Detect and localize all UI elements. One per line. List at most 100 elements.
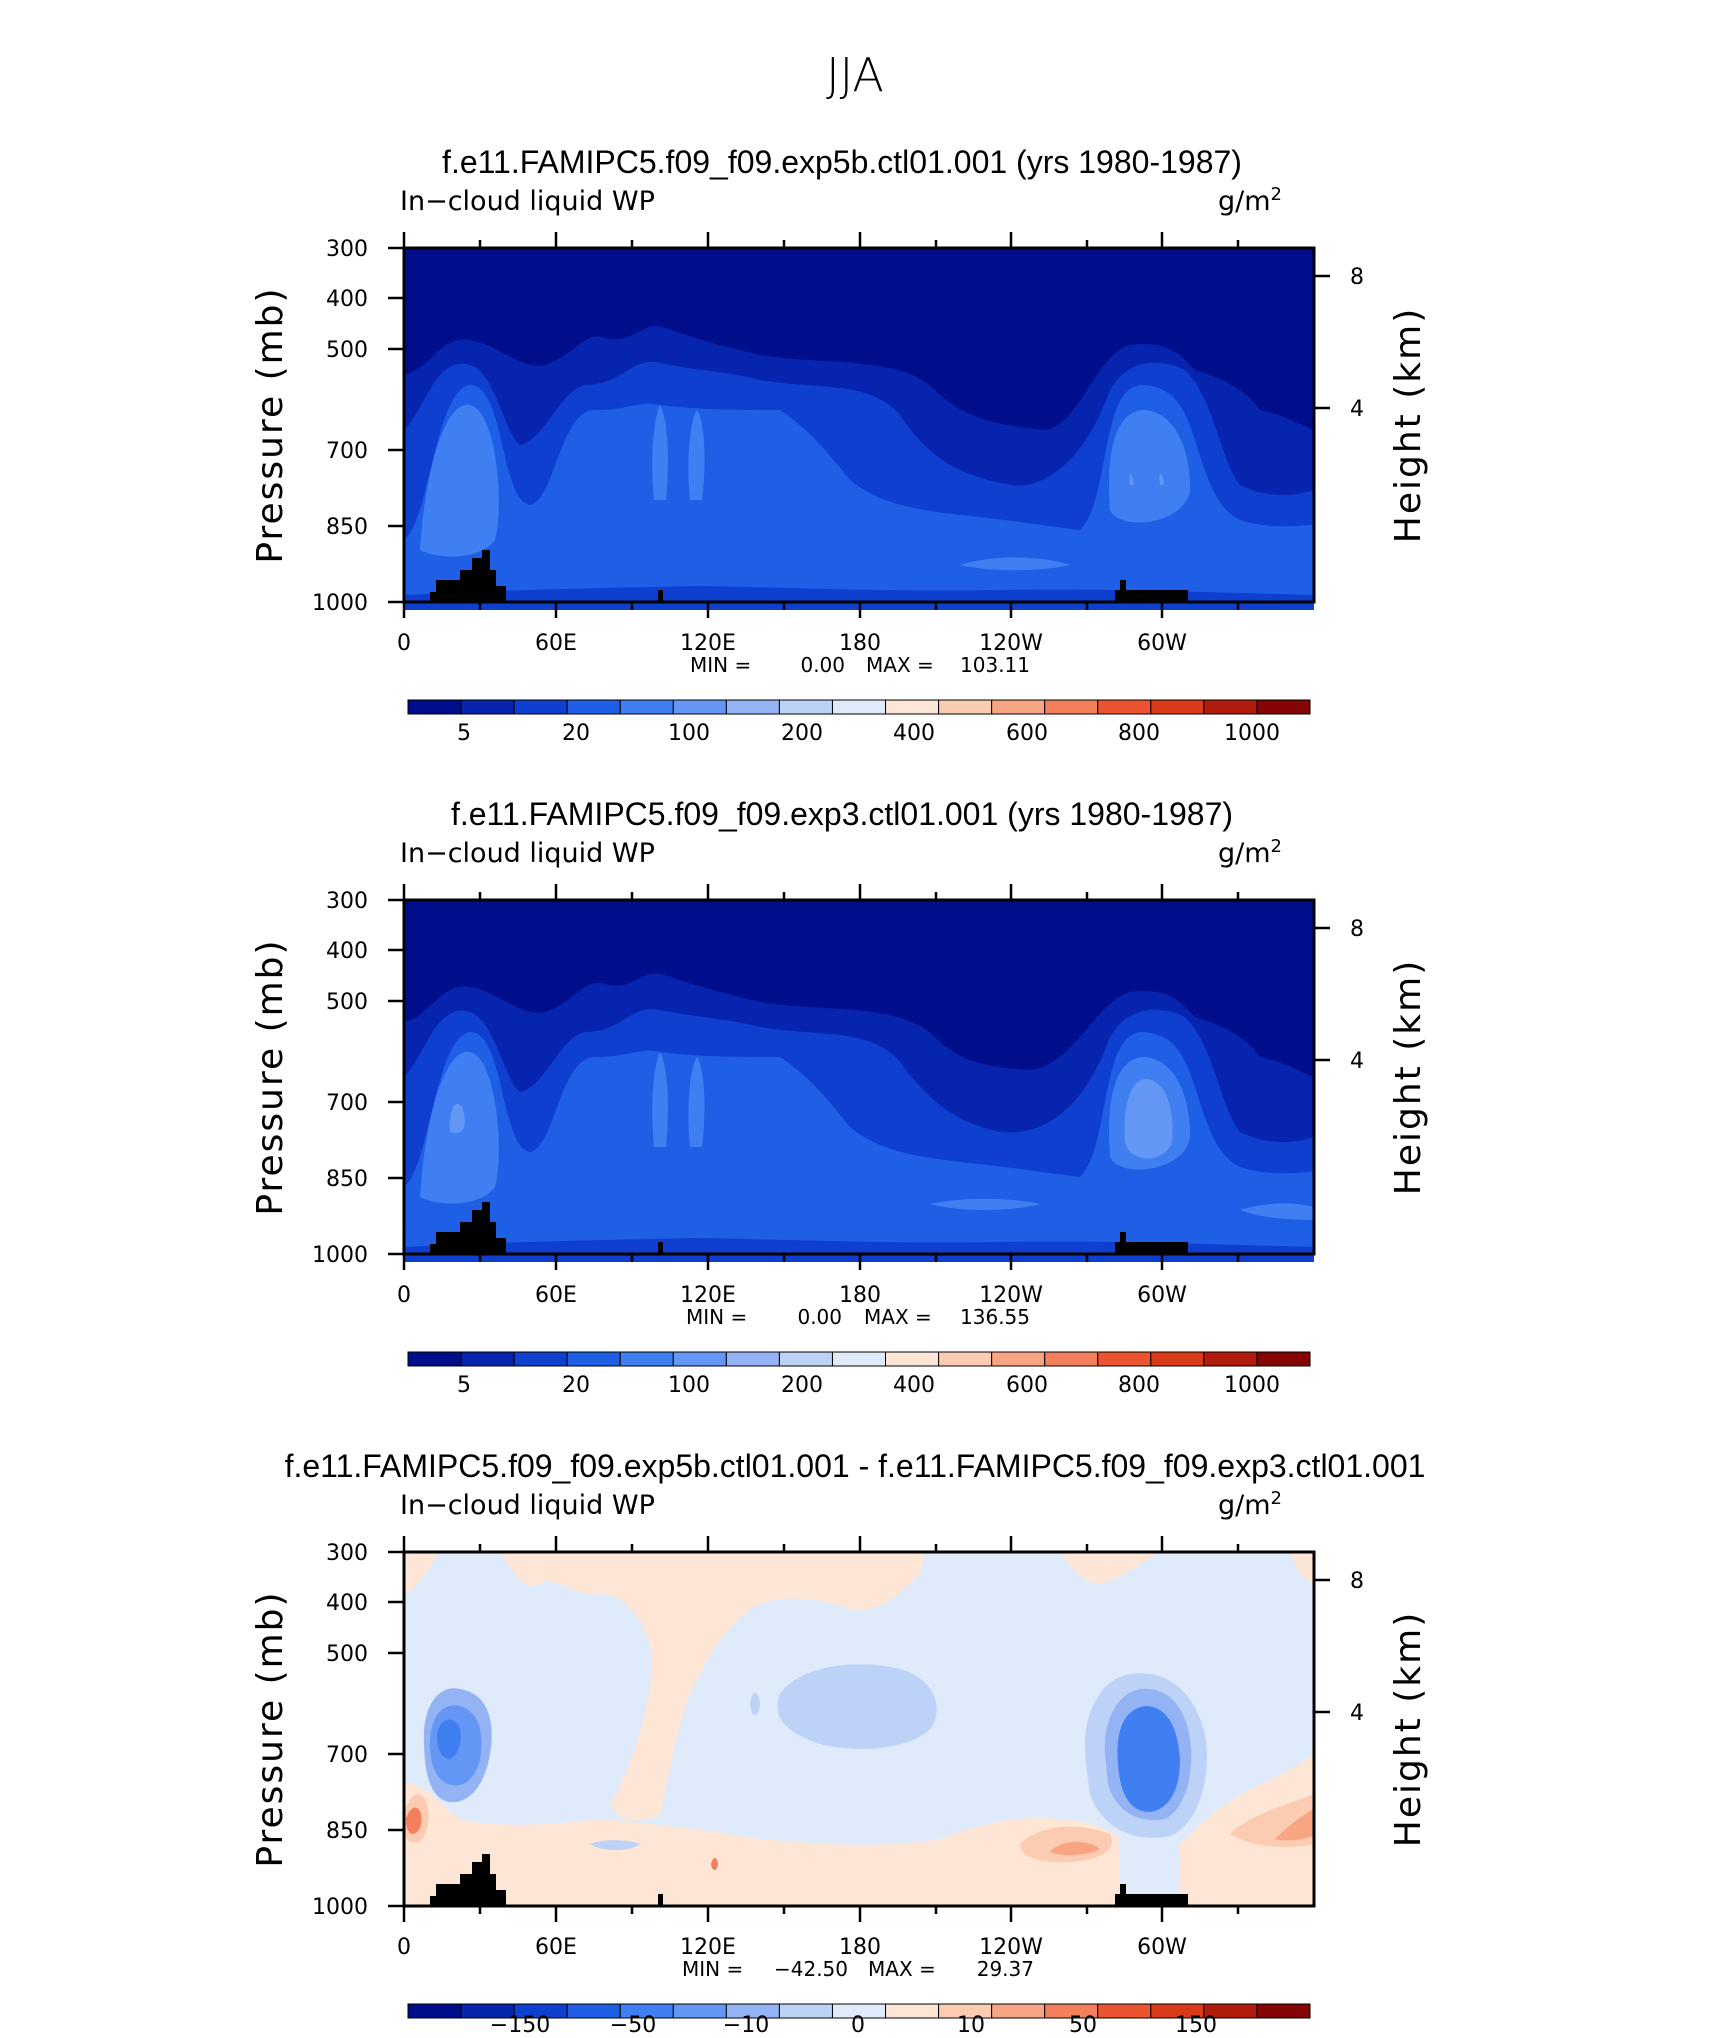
colorbar-swatch	[407, 1351, 462, 1367]
y-right-axis-title: Height (km)	[1388, 959, 1429, 1195]
colorbar-swatch	[938, 1351, 993, 1367]
colorbar-labels: 5 20 100 200 400 600 800 1000	[457, 1373, 1280, 1398]
colorbar-swatch	[1150, 699, 1205, 715]
panel-1: f.e11.FAMIPC5.f09_f09.exp5b.ctl01.001 (y…	[0, 140, 1710, 760]
y-tick-labels: 300 400 500 700 850 1000	[312, 889, 368, 1268]
colorbar	[407, 699, 1311, 715]
x-ticks-bottom	[402, 1254, 1240, 1270]
y-tick-label: 1000	[312, 1243, 368, 1268]
colorbar-label: 100	[668, 721, 710, 746]
colorbar-swatch	[1256, 1351, 1311, 1367]
svg-text:g/m2: g/m2	[1218, 184, 1282, 217]
colorbar-swatch	[1097, 1351, 1152, 1367]
variable-label: In−cloud liquid WP	[400, 186, 655, 217]
colorbar-swatch	[1203, 699, 1258, 715]
min-value: 0.00	[800, 653, 845, 677]
y-tick-label: 700	[326, 439, 368, 464]
colorbar-swatch	[778, 1351, 833, 1367]
x-tick-label: 0	[397, 631, 411, 656]
colorbar-swatch	[513, 1351, 568, 1367]
max-label: MAX =	[868, 1957, 936, 1981]
stats-line: MIN = −42.50 MAX = 29.37	[682, 1957, 1034, 1981]
y-right-tick-label: 4	[1350, 1701, 1364, 1726]
colorbar-swatch	[460, 699, 515, 715]
colorbar-swatch	[938, 699, 993, 715]
colorbar-label: 50	[1069, 2013, 1097, 2038]
y-right-tick-labels: 8 4	[1350, 265, 1364, 422]
colorbar-label: 400	[893, 1373, 935, 1398]
y-tick-label: 500	[326, 1642, 368, 1667]
colorbar-swatch	[1097, 2003, 1152, 2019]
contour-fill	[404, 326, 1314, 610]
colorbar-label: 0	[851, 2013, 865, 2038]
x-tick-label: 120W	[979, 631, 1043, 656]
y-tick-label: 700	[326, 1743, 368, 1768]
topography	[430, 1202, 1188, 1254]
colorbar-swatch	[831, 699, 887, 715]
panel-title: f.e11.FAMIPC5.f09_f09.exp3.ctl01.001 (yr…	[451, 796, 1233, 832]
colorbar-swatch	[831, 1351, 887, 1367]
colorbar-swatch	[672, 1351, 727, 1367]
colorbar-swatch	[1150, 1351, 1205, 1367]
x-tick-label: 60W	[1137, 631, 1187, 656]
colorbar-labels: 5 20 100 200 400 600 800 1000	[457, 721, 1280, 746]
y-ticks	[388, 1550, 1330, 1908]
x-tick-label: 120E	[680, 631, 736, 656]
x-tick-label: 60W	[1137, 1935, 1187, 1960]
topography	[430, 550, 1188, 602]
colorbar-label: 100	[668, 1373, 710, 1398]
y-ticks	[388, 246, 1330, 604]
colorbar-label: 1000	[1224, 1373, 1280, 1398]
topography	[430, 1854, 1188, 1906]
y-tick-label: 1000	[312, 1895, 368, 1920]
y-tick-label: 700	[326, 1091, 368, 1116]
colorbar-label: −50	[610, 2013, 656, 2038]
stats-line: MIN = 0.00 MAX = 136.55	[686, 1305, 1030, 1329]
colorbar-swatch	[1044, 1351, 1099, 1367]
colorbar-label: 150	[1175, 2013, 1217, 2038]
y-right-tick-label: 8	[1350, 1569, 1364, 1594]
colorbar-label: 200	[781, 1373, 823, 1398]
y-tick-label: 400	[326, 287, 368, 312]
svg-text:g/m2: g/m2	[1218, 836, 1282, 869]
colorbar	[407, 2003, 1311, 2019]
y-right-tick-labels: 8 4	[1350, 917, 1364, 1074]
max-label: MAX =	[866, 653, 934, 677]
colorbar-label: 20	[562, 721, 590, 746]
y-tick-labels: 300 400 500 700 850 1000	[312, 1541, 368, 1920]
colorbar-label: 5	[457, 1373, 471, 1398]
colorbar-label: −10	[723, 2013, 769, 2038]
y-tick-label: 850	[326, 515, 368, 540]
y-tick-label: 850	[326, 1819, 368, 1844]
units-sup: 2	[1271, 836, 1282, 857]
svg-text:g/m2: g/m2	[1218, 1488, 1282, 1521]
variable-label: In−cloud liquid WP	[400, 1490, 655, 1521]
panel-2-svg: f.e11.FAMIPC5.f09_f09.exp3.ctl01.001 (yr…	[250, 796, 1429, 1398]
y-tick-label: 300	[326, 1541, 368, 1566]
min-label: MIN =	[690, 653, 751, 677]
min-label: MIN =	[682, 1957, 743, 1981]
x-tick-label: 120E	[680, 1283, 736, 1308]
panel-3: f.e11.FAMIPC5.f09_f09.exp5b.ctl01.001 - …	[0, 1444, 1710, 2038]
x-ticks-top	[402, 884, 1240, 900]
y-ticks	[388, 898, 1330, 1256]
colorbar-label: 800	[1118, 1373, 1160, 1398]
x-tick-label: 120W	[979, 1283, 1043, 1308]
contour-fill	[404, 973, 1314, 1262]
variable-label: In−cloud liquid WP	[400, 838, 655, 869]
y-tick-label: 1000	[312, 591, 368, 616]
y-tick-label: 850	[326, 1167, 368, 1192]
colorbar-label: 5	[457, 721, 471, 746]
x-tick-label: 120E	[680, 1935, 736, 1960]
x-tick-label: 60E	[535, 1935, 577, 1960]
colorbar-label: −150	[490, 2013, 550, 2038]
colorbar-swatch	[1256, 699, 1311, 715]
colorbar-swatch	[407, 2003, 462, 2019]
x-ticks-top	[402, 232, 1240, 248]
units-label: g/m	[1218, 838, 1271, 869]
contour-fill	[404, 1552, 1314, 1906]
colorbar-swatch	[1044, 699, 1099, 715]
x-ticks-top	[402, 1536, 1240, 1552]
stats-line: MIN = 0.00 MAX = 103.11	[690, 653, 1030, 677]
colorbar-swatch	[407, 699, 462, 715]
